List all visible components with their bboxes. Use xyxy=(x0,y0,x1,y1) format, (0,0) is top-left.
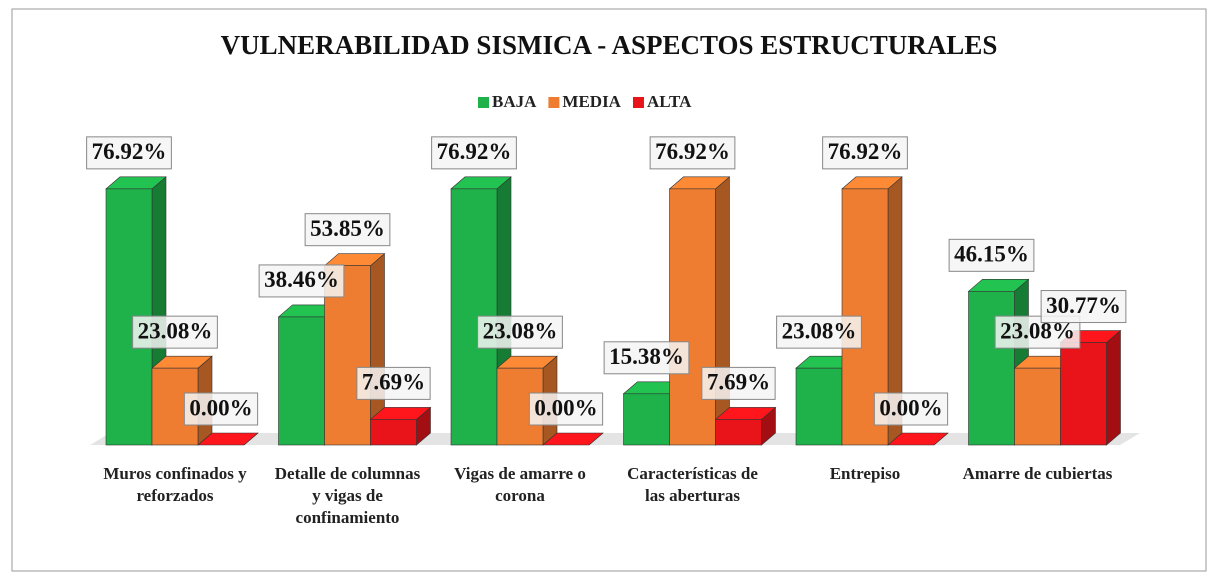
bar-side xyxy=(715,176,730,446)
data-label: 0.00% xyxy=(879,395,942,420)
data-label-box xyxy=(477,315,563,349)
data-label-box xyxy=(776,315,862,349)
data-label: 15.38% xyxy=(609,344,684,369)
bar xyxy=(623,393,670,446)
data-label-box xyxy=(528,392,604,426)
bar-top xyxy=(197,432,259,446)
x-tick-label: Vigas de amarre o corona xyxy=(454,464,586,505)
data-label-box xyxy=(183,392,259,426)
bar xyxy=(795,367,843,446)
data-label: 46.15% xyxy=(954,242,1029,267)
data-label-box xyxy=(258,264,345,298)
data-label-box xyxy=(132,315,218,349)
data-label: 23.08% xyxy=(483,318,558,343)
data-label-box xyxy=(948,238,1035,272)
legend-swatch xyxy=(632,97,644,108)
data-label-box xyxy=(431,136,517,170)
data-label: 53.85% xyxy=(310,216,385,241)
data-label: 38.46% xyxy=(264,267,339,292)
legend-label: MEDIA xyxy=(562,92,621,111)
data-label: 23.08% xyxy=(782,318,857,343)
data-label-box xyxy=(356,366,431,400)
data-label: 76.92% xyxy=(828,139,903,164)
chart-title: VULNERABILIDAD SISMICA - ASPECTOS ESTRUC… xyxy=(221,30,998,60)
bar xyxy=(715,419,762,446)
data-label: 0.00% xyxy=(189,395,252,420)
data-label: 76.92% xyxy=(92,139,167,164)
x-tick-label: Entrepiso xyxy=(829,464,901,483)
bar xyxy=(968,291,1015,446)
data-label-box xyxy=(822,136,908,170)
data-label-box xyxy=(1040,290,1127,324)
data-label-box xyxy=(304,213,391,247)
bar xyxy=(278,316,325,446)
data-label: 76.92% xyxy=(655,139,730,164)
data-label-box xyxy=(701,366,776,400)
bar xyxy=(1060,342,1107,446)
bar xyxy=(370,419,417,446)
x-tick-label: Detalle de columnas y vigas de confinami… xyxy=(274,464,421,527)
data-label: 30.77% xyxy=(1046,293,1121,318)
data-label-box xyxy=(873,392,949,426)
bar-top xyxy=(542,432,604,446)
legend-label: BAJA xyxy=(492,92,537,111)
data-label: 7.69% xyxy=(707,370,770,395)
legend-swatch xyxy=(548,97,560,108)
data-label-box xyxy=(603,341,690,375)
x-tick-label: Amarre de cubiertas xyxy=(962,464,1113,483)
bar-top xyxy=(887,432,949,446)
data-label: 23.08% xyxy=(138,318,213,343)
legend-swatch xyxy=(478,97,489,108)
x-tick-label: Características de las aberturas xyxy=(627,464,758,505)
data-label: 0.00% xyxy=(534,395,597,420)
bar xyxy=(669,188,716,446)
legend-label: ALTA xyxy=(647,92,692,111)
bar xyxy=(1014,367,1061,446)
data-label-box xyxy=(86,136,172,170)
data-label-box xyxy=(649,136,736,170)
x-tick-label: Muros confinados y reforzados xyxy=(103,464,247,505)
data-label: 76.92% xyxy=(437,139,512,164)
bar-side xyxy=(1106,329,1121,446)
data-label: 7.69% xyxy=(362,370,425,395)
